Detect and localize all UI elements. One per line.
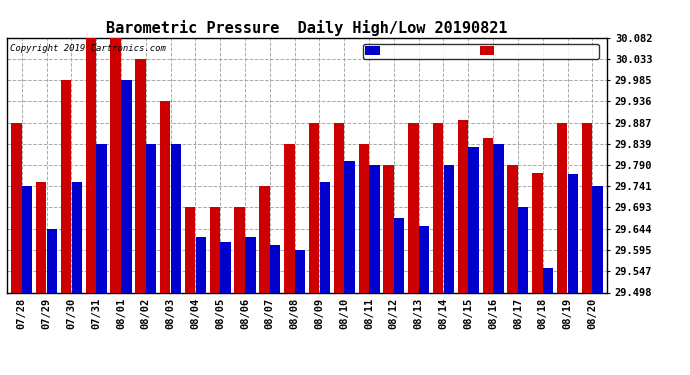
Bar	[235, 207, 245, 292]
Bar	[593, 186, 603, 292]
Bar	[86, 38, 96, 292]
Bar	[493, 144, 504, 292]
Text: Copyright 2019 Cartronics.com: Copyright 2019 Cartronics.com	[10, 44, 166, 53]
Bar	[160, 101, 170, 292]
Bar	[195, 237, 206, 292]
Bar	[185, 207, 195, 292]
Bar	[309, 123, 319, 292]
Bar	[270, 245, 280, 292]
Bar	[369, 165, 380, 292]
Title: Barometric Pressure  Daily High/Low 20190821: Barometric Pressure Daily High/Low 20190…	[106, 20, 508, 36]
Bar	[170, 144, 181, 292]
Bar	[295, 250, 305, 292]
Bar	[259, 186, 270, 292]
Bar	[444, 165, 454, 292]
Bar	[146, 144, 157, 292]
Bar	[284, 144, 295, 292]
Bar	[334, 123, 344, 292]
Bar	[433, 123, 444, 292]
Bar	[210, 207, 220, 292]
Bar	[419, 226, 429, 292]
Bar	[72, 182, 82, 292]
Bar	[469, 147, 479, 292]
Bar	[518, 207, 529, 292]
Legend: Low  (Inches/Hg), High  (Inches/Hg): Low (Inches/Hg), High (Inches/Hg)	[363, 44, 600, 58]
Bar	[557, 123, 567, 292]
Bar	[121, 80, 132, 292]
Bar	[97, 144, 107, 292]
Bar	[245, 237, 255, 292]
Bar	[507, 165, 518, 292]
Bar	[319, 182, 330, 292]
Bar	[61, 80, 71, 292]
Bar	[47, 229, 57, 292]
Bar	[220, 242, 230, 292]
Bar	[482, 138, 493, 292]
Bar	[110, 38, 121, 292]
Bar	[11, 123, 21, 292]
Bar	[582, 123, 592, 292]
Bar	[22, 186, 32, 292]
Bar	[568, 174, 578, 292]
Bar	[359, 144, 369, 292]
Bar	[532, 173, 542, 292]
Bar	[457, 120, 468, 292]
Bar	[36, 182, 46, 292]
Bar	[394, 218, 404, 292]
Bar	[344, 160, 355, 292]
Bar	[135, 59, 146, 292]
Bar	[543, 268, 553, 292]
Bar	[408, 123, 419, 292]
Bar	[384, 165, 394, 292]
